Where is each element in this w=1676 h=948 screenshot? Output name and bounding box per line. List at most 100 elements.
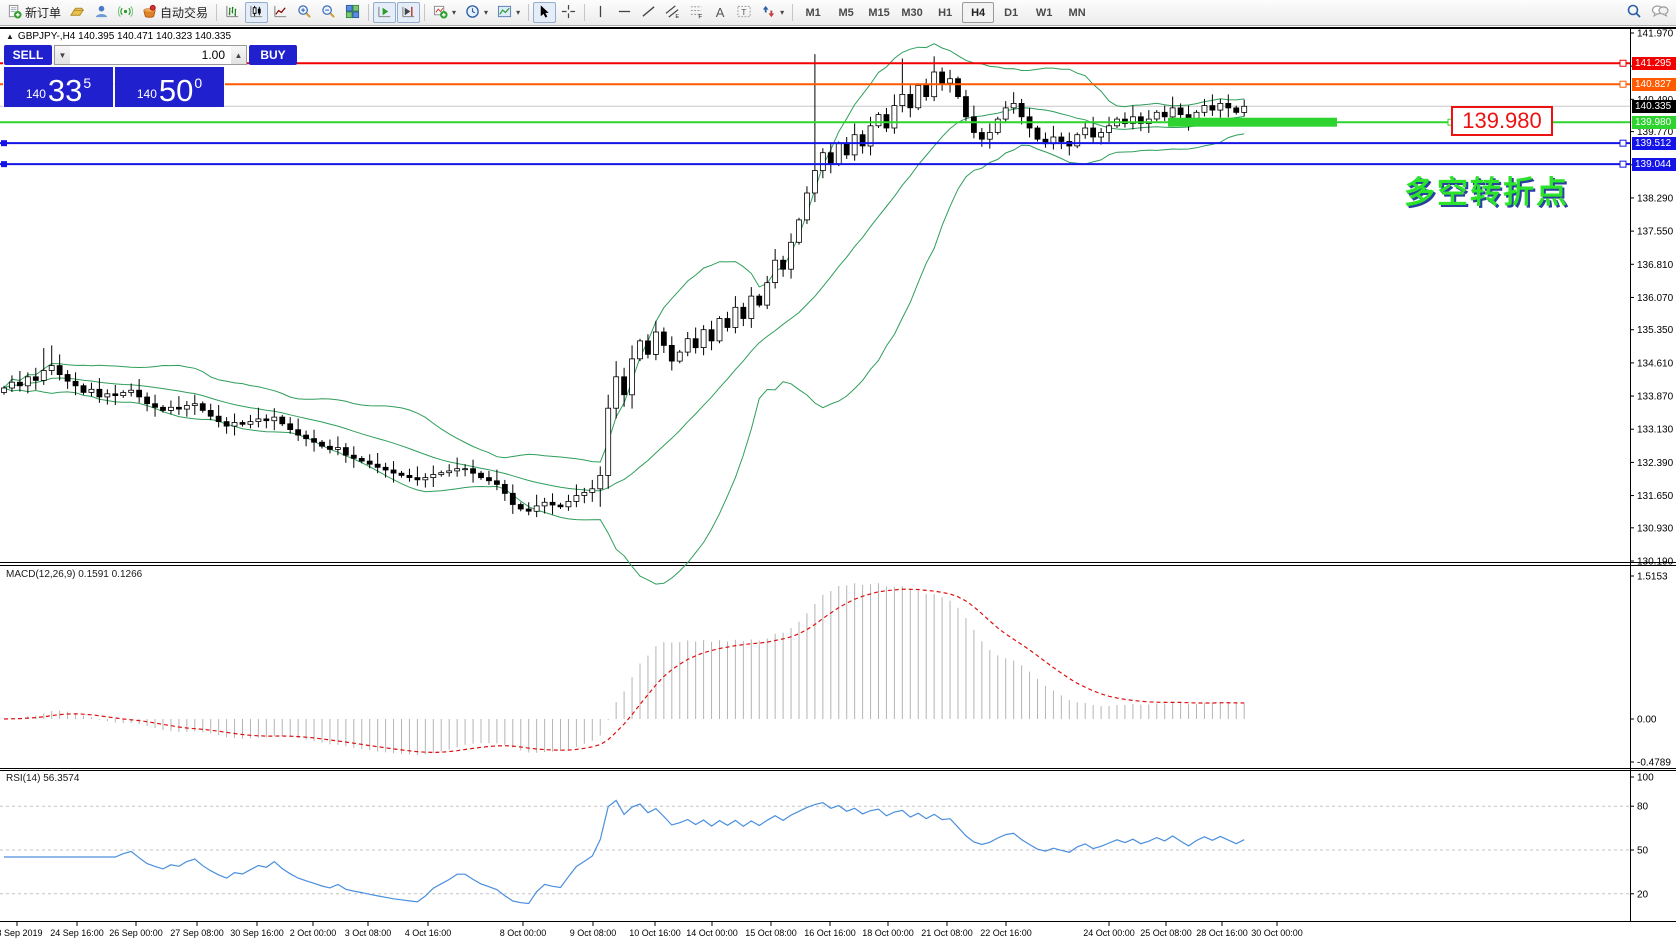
time-axis-label: 14 Oct 00:00 xyxy=(686,928,738,938)
svg-text:F: F xyxy=(698,13,702,18)
one-click-trading-panel: SELL ▼ ▲ BUY 140 33 5 140 50 0 xyxy=(3,44,297,108)
y-tick-label: 130.190 xyxy=(1637,557,1674,568)
line-handle[interactable] xyxy=(1619,160,1627,168)
text-button[interactable]: A xyxy=(709,2,731,23)
time-axis-label: 26 Sep 00:00 xyxy=(109,928,163,938)
y-tick-label: 135.350 xyxy=(1637,325,1674,336)
time-axis-label: 25 Oct 08:00 xyxy=(1140,928,1192,938)
chevron-down-icon: ▾ xyxy=(516,8,521,17)
market-watch-button[interactable] xyxy=(66,2,89,23)
time-axis-label: 23 Sep 2019 xyxy=(0,928,43,938)
tf-mn-button[interactable]: MN xyxy=(1068,6,1086,19)
search-icon xyxy=(1626,3,1642,22)
trendline-icon xyxy=(641,4,656,22)
bollinger-band-middle xyxy=(3,107,1245,492)
rsi-tick-label: 80 xyxy=(1637,802,1649,813)
price-tag-139.512: 139.512 xyxy=(1632,137,1676,150)
toolbar-separator xyxy=(792,4,794,21)
collapse-panel-icon[interactable]: ▲ xyxy=(6,32,14,41)
candlestick-chart-button[interactable] xyxy=(245,2,269,23)
indicators-button[interactable]: ▾ xyxy=(429,2,460,23)
tile-windows-icon xyxy=(345,4,360,22)
horizontal-line-button[interactable] xyxy=(613,2,636,23)
line-handle[interactable] xyxy=(1,161,7,168)
current-price-tag: 140.335 xyxy=(1632,100,1676,113)
svg-text:T: T xyxy=(741,6,746,16)
templates-button[interactable]: ▾ xyxy=(493,2,524,23)
text-label-button[interactable]: T xyxy=(732,2,756,23)
trendline-thick-segment[interactable] xyxy=(1168,117,1337,127)
cursor-button[interactable] xyxy=(533,2,557,23)
macd-indicator-label: MACD(12,26,9) 0.1591 0.1266 xyxy=(6,569,143,580)
auto-trading-icon xyxy=(142,4,157,22)
volume-increase-button[interactable]: ▲ xyxy=(231,46,246,64)
time-axis-label: 24 Oct 00:00 xyxy=(1083,928,1135,938)
turning-point-annotation[interactable]: 多空转折点 xyxy=(1404,175,1569,210)
buy-price-pips: 50 xyxy=(158,72,194,108)
arrows-icon xyxy=(761,4,776,22)
sell-button[interactable]: SELL xyxy=(4,45,52,65)
signals-button[interactable] xyxy=(114,2,137,23)
sell-price-point: 5 xyxy=(83,75,92,91)
new-order-button[interactable]: 新订单 xyxy=(3,2,65,23)
line-handle[interactable] xyxy=(1619,59,1627,67)
auto-scroll-icon xyxy=(377,4,392,22)
arrows-button[interactable]: ▾ xyxy=(757,2,788,23)
price-annotation-box[interactable]: 139.980 xyxy=(1451,106,1553,136)
zoom-in-button[interactable] xyxy=(293,2,316,23)
tf-m5-button[interactable]: M5 xyxy=(838,6,854,19)
line-handle[interactable] xyxy=(1,140,7,147)
y-tick-label: 132.390 xyxy=(1637,458,1674,469)
svg-text:E: E xyxy=(675,14,679,19)
auto-trading-label: 自动交易 xyxy=(160,6,209,20)
equidistant-channel-button[interactable]: E xyxy=(661,2,684,23)
fibonacci-button[interactable]: F xyxy=(685,2,708,23)
bar-chart-button[interactable] xyxy=(221,2,244,23)
sell-price-display[interactable]: 140 33 5 xyxy=(4,67,113,107)
volume-input[interactable] xyxy=(70,46,231,64)
auto-trading-button[interactable]: 自动交易 xyxy=(138,2,212,23)
vertical-line-button[interactable] xyxy=(589,2,612,23)
time-axis-label: 8 Oct 00:00 xyxy=(499,928,547,938)
macd-signal-line xyxy=(3,588,1245,754)
line-handle[interactable] xyxy=(1619,139,1627,147)
auto-scroll-button[interactable] xyxy=(373,2,397,23)
trendline-button[interactable] xyxy=(637,2,660,23)
zoom-in-icon xyxy=(297,4,312,22)
tf-m30-button[interactable]: M30 xyxy=(901,6,923,19)
tile-windows-button[interactable] xyxy=(341,2,364,23)
buy-button[interactable]: BUY xyxy=(249,45,297,65)
line-chart-button[interactable] xyxy=(269,2,292,23)
tf-m1-button[interactable]: M1 xyxy=(805,6,821,19)
tf-h4-button[interactable]: H4 xyxy=(962,2,995,23)
crosshair-button[interactable] xyxy=(557,2,580,23)
buy-price-display[interactable]: 140 50 0 xyxy=(115,67,224,107)
tf-w1-button[interactable]: W1 xyxy=(1035,6,1053,19)
line-handle[interactable] xyxy=(1619,80,1627,88)
time-axis-label: 10 Oct 16:00 xyxy=(629,928,681,938)
tf-d1-button[interactable]: D1 xyxy=(1004,6,1019,19)
chat-icon xyxy=(1651,3,1669,22)
tf-m15-button[interactable]: M15 xyxy=(868,6,890,19)
time-axis-label: 30 Sep 16:00 xyxy=(230,928,284,938)
zoom-out-button[interactable] xyxy=(317,2,340,23)
cursor-icon xyxy=(537,4,552,22)
search-button[interactable] xyxy=(1622,2,1646,23)
buy-price-point: 0 xyxy=(194,75,203,91)
tf-h1-button[interactable]: H1 xyxy=(938,6,953,19)
macd-tick-label: 0.00 xyxy=(1637,715,1657,726)
candlestick-icon xyxy=(249,4,264,22)
community-button[interactable] xyxy=(90,2,113,23)
price-tag-139.044: 139.044 xyxy=(1632,158,1676,171)
chevron-down-icon: ▾ xyxy=(484,8,489,17)
chevron-down-icon: ▾ xyxy=(780,8,785,17)
y-tick-label: 136.070 xyxy=(1637,293,1674,304)
periods-button[interactable]: ▾ xyxy=(461,2,492,23)
chat-button[interactable] xyxy=(1647,2,1673,23)
chart-shift-button[interactable] xyxy=(397,2,421,23)
volume-decrease-button[interactable]: ▼ xyxy=(55,46,70,64)
sell-price-integer: 140 xyxy=(25,87,46,101)
time-axis-label: 18 Oct 00:00 xyxy=(862,928,914,938)
text-icon: A xyxy=(715,5,725,20)
